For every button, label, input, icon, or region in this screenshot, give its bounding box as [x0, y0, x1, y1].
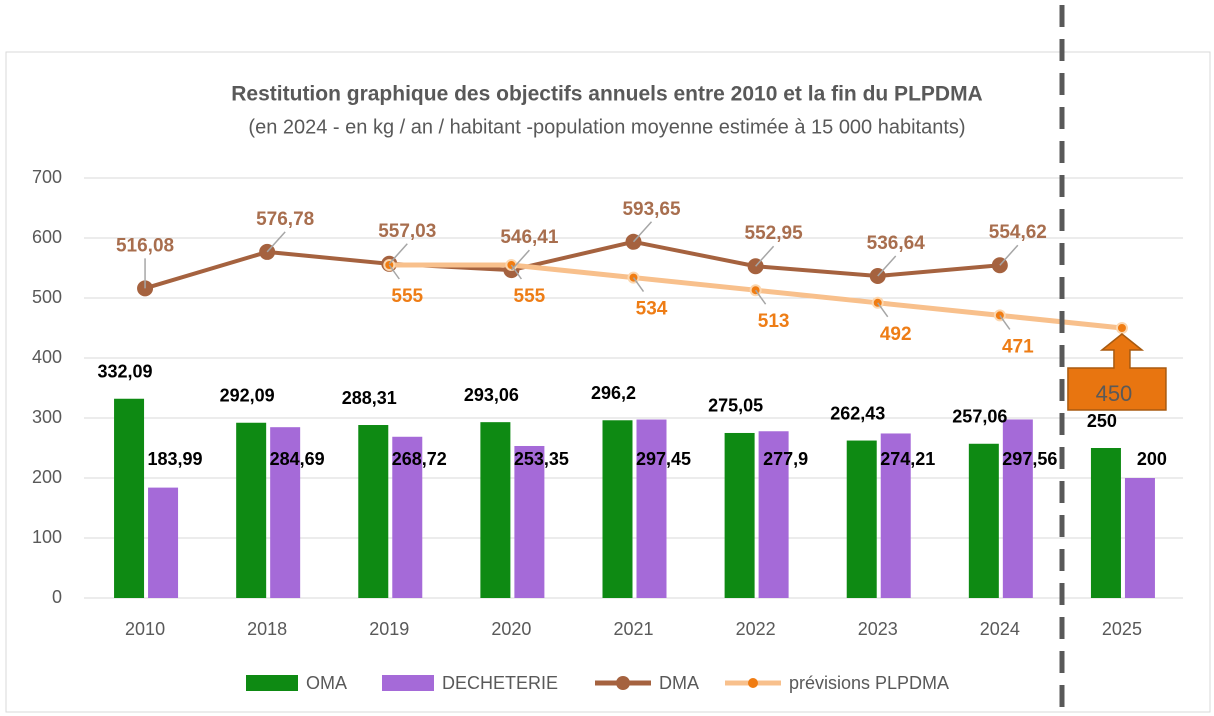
- leader-line: [999, 314, 1011, 330]
- data-label: 277,9: [763, 449, 808, 469]
- leader-line: [755, 245, 775, 267]
- data-label: 576,78: [256, 209, 314, 230]
- bar: [602, 420, 633, 598]
- bar: [148, 487, 179, 598]
- bar: [514, 445, 545, 598]
- bar: [724, 432, 755, 598]
- data-label: 513: [758, 311, 790, 332]
- legend-swatch: [382, 675, 434, 691]
- chart-subtitle: (en 2024 - en kg / an / habitant -popula…: [248, 116, 965, 138]
- data-label: 268,72: [392, 449, 447, 469]
- y-tick-label: 0: [52, 587, 62, 607]
- data-label: 552,95: [745, 223, 804, 244]
- y-tick-label: 100: [32, 527, 62, 547]
- data-label: 534: [636, 299, 668, 320]
- data-label: 516,08: [116, 235, 174, 256]
- bar: [846, 440, 877, 598]
- legend-label: DECHETERIE: [442, 673, 558, 693]
- data-label: 297,45: [636, 449, 691, 469]
- leader-line: [632, 277, 645, 293]
- bar: [1124, 478, 1155, 598]
- legend-swatch: [616, 676, 630, 690]
- bar: [270, 427, 301, 598]
- y-tick-label: 400: [32, 347, 62, 367]
- legend-label: OMA: [306, 673, 347, 693]
- leader-line: [388, 243, 408, 265]
- data-label: 250: [1087, 411, 1117, 431]
- bar: [114, 398, 145, 598]
- data-label: 450: [1096, 381, 1133, 406]
- data-label: 293,06: [464, 385, 519, 405]
- leader-line: [999, 244, 1019, 266]
- bar: [636, 419, 667, 598]
- leader-line: [266, 231, 286, 253]
- y-tick-label: 700: [32, 167, 62, 187]
- callout: [1067, 333, 1167, 411]
- data-label: 593,65: [622, 199, 681, 220]
- data-label: 555: [514, 286, 546, 307]
- leader-line: [755, 289, 767, 305]
- x-tick-label: 2010: [125, 619, 165, 639]
- legend-label: prévisions PLPDMA: [789, 673, 949, 693]
- data-label: 297,56: [1002, 449, 1057, 469]
- bar: [480, 422, 511, 598]
- data-label: 554,62: [989, 222, 1047, 243]
- legend-swatch: [748, 678, 758, 688]
- data-label: 257,06: [952, 407, 1007, 427]
- data-label: 288,31: [342, 388, 397, 408]
- data-label: 284,69: [270, 449, 325, 469]
- bar: [1090, 448, 1121, 598]
- data-label: 274,21: [880, 449, 935, 469]
- x-tick-label: 2024: [980, 619, 1020, 639]
- data-label: 200: [1137, 449, 1167, 469]
- x-tick-label: 2023: [858, 619, 898, 639]
- data-label: 296,2: [591, 383, 636, 403]
- y-tick-label: 300: [32, 407, 62, 427]
- data-label: 332,09: [98, 361, 153, 381]
- data-label: 557,03: [378, 221, 436, 242]
- x-tick-label: 2025: [1102, 619, 1142, 639]
- x-tick-label: 2020: [491, 619, 531, 639]
- leader-line: [877, 302, 889, 318]
- line: [144, 239, 1001, 291]
- bar: [236, 422, 267, 598]
- leader-line: [510, 264, 522, 280]
- bar: [968, 443, 999, 598]
- data-label: 275,05: [708, 396, 763, 416]
- bar: [758, 431, 789, 598]
- y-tick-label: 200: [32, 467, 62, 487]
- y-tick-label: 500: [32, 287, 62, 307]
- bar: [392, 436, 423, 598]
- x-tick-label: 2022: [736, 619, 776, 639]
- legend-swatch: [246, 675, 298, 691]
- bar: [880, 433, 911, 598]
- leader-line: [510, 249, 530, 271]
- leader-line: [877, 255, 897, 277]
- data-label: 555: [391, 286, 423, 307]
- data-label: 183,99: [148, 449, 203, 469]
- data-label: 536,64: [867, 233, 926, 254]
- bar: [358, 425, 389, 598]
- leader-line: [388, 264, 400, 280]
- x-tick-label: 2019: [369, 619, 409, 639]
- chart-title: Restitution graphique des objectifs annu…: [231, 83, 982, 106]
- data-label: 262,43: [830, 403, 885, 423]
- marker: [1115, 322, 1128, 334]
- data-label: 253,35: [514, 449, 569, 469]
- bar: [1002, 419, 1033, 598]
- data-label: 492: [880, 324, 912, 345]
- leader-line: [632, 221, 653, 243]
- x-tick-label: 2021: [613, 619, 653, 639]
- x-tick-label: 2018: [247, 619, 287, 639]
- data-label: 546,41: [500, 227, 559, 248]
- chart-frame: [5, 51, 1211, 713]
- legend-label: DMA: [659, 673, 699, 693]
- data-label: 471: [1002, 336, 1034, 357]
- data-label: 292,09: [220, 385, 275, 405]
- y-tick-label: 600: [32, 227, 62, 247]
